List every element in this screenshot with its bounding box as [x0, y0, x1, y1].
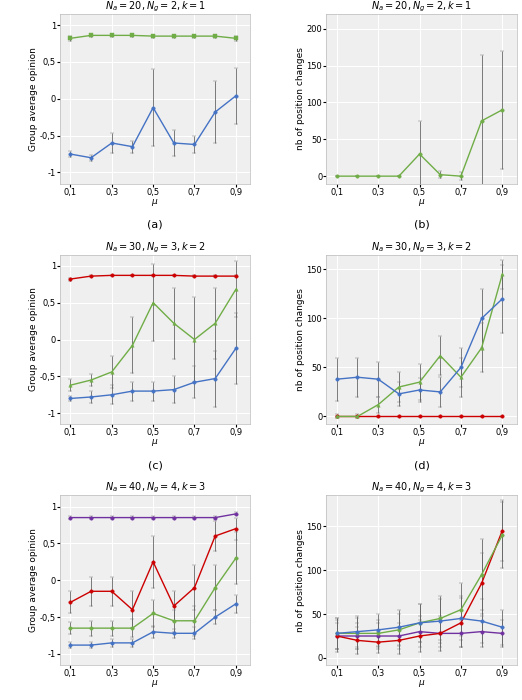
X-axis label: $\mu$: $\mu$	[418, 678, 425, 690]
X-axis label: $\mu$: $\mu$	[151, 197, 159, 208]
Y-axis label: nb of position changes: nb of position changes	[296, 528, 305, 631]
X-axis label: $\mu$: $\mu$	[418, 197, 425, 208]
X-axis label: $\mu$: $\mu$	[418, 438, 425, 449]
Title: $N_a = 40, N_g = 4, k = 3$: $N_a = 40, N_g = 4, k = 3$	[104, 481, 206, 496]
Title: $N_a = 30, N_g = 3, k = 2$: $N_a = 30, N_g = 3, k = 2$	[371, 240, 472, 255]
Y-axis label: nb of position changes: nb of position changes	[296, 48, 305, 150]
Title: $N_a = 20, N_g = 2, k = 1$: $N_a = 20, N_g = 2, k = 1$	[104, 0, 206, 14]
Title: $N_a = 40, N_g = 4, k = 3$: $N_a = 40, N_g = 4, k = 3$	[371, 481, 472, 496]
Y-axis label: nb of position changes: nb of position changes	[296, 288, 305, 391]
Text: (d): (d)	[414, 461, 430, 470]
Text: (b): (b)	[414, 220, 430, 230]
Y-axis label: Group average opinion: Group average opinion	[29, 528, 38, 632]
X-axis label: $\mu$: $\mu$	[151, 438, 159, 449]
Text: (a): (a)	[147, 220, 163, 230]
Text: (c): (c)	[148, 461, 163, 470]
Title: $N_a = 20, N_g = 2, k = 1$: $N_a = 20, N_g = 2, k = 1$	[371, 0, 472, 14]
Title: $N_a = 30, N_g = 3, k = 2$: $N_a = 30, N_g = 3, k = 2$	[104, 240, 206, 255]
Y-axis label: Group average opinion: Group average opinion	[29, 47, 38, 150]
X-axis label: $\mu$: $\mu$	[151, 678, 159, 690]
Y-axis label: Group average opinion: Group average opinion	[29, 288, 38, 391]
